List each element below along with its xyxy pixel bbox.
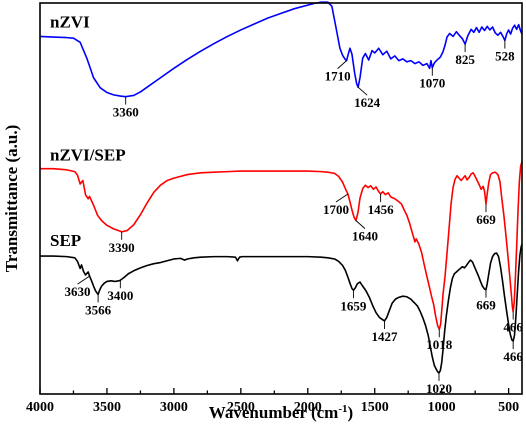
series-label: SEP xyxy=(50,231,81,250)
peak-label: 669 xyxy=(476,298,496,313)
x-axis-label-main: Wavenumber (cm xyxy=(209,403,339,422)
x-tick-label: 3500 xyxy=(93,400,121,415)
peak-label: 466 xyxy=(503,320,523,335)
series-label: nZVI/SEP xyxy=(50,145,126,164)
peak-label: 3360 xyxy=(113,105,139,120)
x-tick-label: 3000 xyxy=(160,400,188,415)
peak-label: 3400 xyxy=(107,288,133,303)
peak-leader xyxy=(335,193,349,203)
peak-label: 1700 xyxy=(323,202,349,217)
x-axis-label-superscript: -1 xyxy=(338,403,347,415)
x-tick-label: 1000 xyxy=(428,400,456,415)
axis-layer: 4000 3500 3000 2500 2000 1500 1000 500 xyxy=(26,2,523,415)
peak-label: 1456 xyxy=(368,202,395,217)
peak-label: 1624 xyxy=(354,95,381,110)
peak-label: 1427 xyxy=(371,329,398,344)
peak-label: 528 xyxy=(495,49,515,64)
peak-label: 1659 xyxy=(340,298,367,313)
peak-leader xyxy=(77,275,90,285)
peak-label: 1710 xyxy=(325,69,351,84)
peak-label: 825 xyxy=(455,52,475,67)
peak-label: 1020 xyxy=(426,381,452,396)
x-tick-label: 1500 xyxy=(361,400,389,415)
peak-leader xyxy=(337,60,347,69)
series-line-nzvi-sep xyxy=(40,161,523,331)
peak-label: 3390 xyxy=(109,240,135,255)
plot-frame xyxy=(39,2,523,395)
x-axis-label-suffix: ) xyxy=(348,403,354,422)
peak-label: 669 xyxy=(476,212,496,227)
peak-label: 466 xyxy=(503,349,523,364)
peak-label: 1018 xyxy=(426,337,453,352)
peak-label: 1070 xyxy=(419,76,445,91)
y-axis-label: Transmittance (a.u.) xyxy=(2,125,21,272)
peak-leader xyxy=(355,220,366,229)
x-tick-label: 4000 xyxy=(26,400,54,415)
peak-leader xyxy=(357,86,368,96)
x-tick-label: 2500 xyxy=(227,400,255,415)
x-tick-label: 500 xyxy=(498,400,519,415)
peak-label: 3630 xyxy=(65,284,91,299)
series-line-sep xyxy=(40,243,523,374)
x-tick-label: 2000 xyxy=(294,400,322,415)
series-label: nZVI xyxy=(50,13,90,32)
peak-label: 1640 xyxy=(352,229,378,244)
series-layer: nZVI nZVI/SEP SEP xyxy=(39,1,523,374)
x-axis-label: Wavenumber (cm-1) xyxy=(209,403,353,422)
peak-label: 3566 xyxy=(85,302,112,317)
series-line-nzvi xyxy=(39,1,523,98)
